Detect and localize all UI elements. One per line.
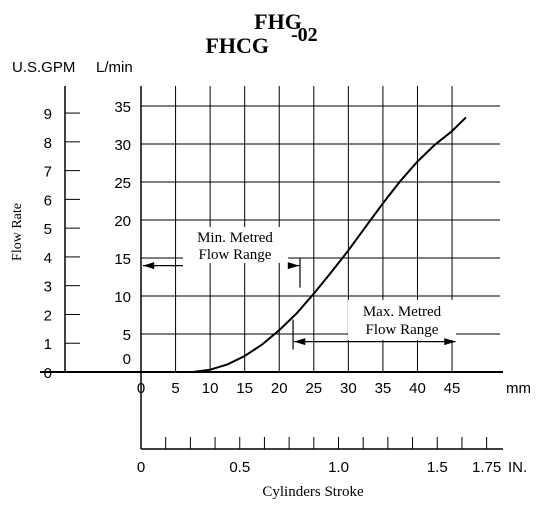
x-in-unit-label: IN. [508, 459, 527, 476]
y-gpm-unit-label: U.S.GPM [12, 59, 75, 76]
min-range-arrow [143, 257, 301, 288]
tick-label-gpm: 8 [44, 135, 52, 152]
min-range-label-1: Min. Metred [197, 230, 273, 246]
tick-label-lmin: 15 [114, 251, 131, 268]
max-range-arrowhead-left [294, 338, 306, 346]
tick-label-mm: 40 [409, 380, 426, 397]
max-range-label-2: Flow Range [366, 322, 439, 338]
tick-label-lmin: 25 [114, 175, 131, 192]
max-range-arrow [292, 319, 456, 350]
tick-label-in: 0.5 [229, 459, 250, 476]
max-range-label-1: Max. Metred [363, 304, 442, 320]
tick-label-in: 1.0 [328, 459, 349, 476]
tick-label-mm: 5 [171, 380, 179, 397]
tick-label-lmin: 10 [114, 289, 131, 306]
chart-title-line2: FHCG [205, 33, 269, 58]
x-mm-unit-label: mm [506, 380, 531, 397]
tick-label-in: 1.75 [472, 459, 501, 476]
tick-marks [65, 112, 488, 449]
x-axis-label: Cylinders Stroke [262, 484, 364, 500]
max-range-label-bg [348, 300, 456, 340]
tick-label-gpm: 6 [44, 192, 52, 209]
tick-label-mm: 30 [340, 380, 357, 397]
max-range-arrowhead-right [444, 338, 456, 346]
tick-label-gpm: 1 [44, 336, 52, 353]
tick-label-gpm: 0 [44, 365, 52, 382]
tick-label-gpm: 9 [44, 106, 52, 123]
chart-title-line1: FHG [254, 9, 302, 34]
tick-label-lmin: 0 [123, 351, 131, 368]
tick-label-in: 0 [137, 459, 145, 476]
flow-curve [192, 116, 467, 373]
tick-label-in: 1.5 [427, 459, 448, 476]
tick-label-gpm: 2 [44, 307, 52, 324]
tick-label-lmin: 35 [114, 99, 131, 116]
tick-label-mm: 0 [137, 380, 145, 397]
tick-label-mm: 20 [271, 380, 288, 397]
tick-label-mm: 45 [444, 380, 461, 397]
tick-label-gpm: 3 [44, 279, 52, 296]
min-range-arrowhead-right [287, 262, 299, 270]
y-axis-label: Flow Rate [10, 203, 25, 261]
tick-label-gpm: 5 [44, 221, 52, 238]
tick-label-lmin: 30 [114, 137, 131, 154]
tick-label-mm: 15 [236, 380, 253, 397]
series [192, 116, 467, 373]
tick-label-lmin: 20 [114, 213, 131, 230]
tick-label-gpm: 4 [44, 250, 52, 267]
max-range-annotation: Max. Metred Flow Range [292, 300, 456, 350]
axes [40, 86, 503, 450]
tick-label-mm: 25 [305, 380, 322, 397]
min-range-label-2: Flow Range [199, 247, 272, 263]
tick-label-mm: 10 [202, 380, 219, 397]
chart-title-suffix: -02 [291, 24, 318, 46]
min-range-label-bg [183, 227, 288, 263]
y-lmin-unit-label: L/min [96, 59, 133, 76]
tick-label-mm: 35 [375, 380, 392, 397]
min-range-annotation: Min. Metred Flow Range [143, 227, 301, 288]
min-range-arrowhead-left [143, 262, 155, 270]
tick-label-lmin: 5 [123, 327, 131, 344]
tick-label-gpm: 7 [44, 164, 52, 181]
